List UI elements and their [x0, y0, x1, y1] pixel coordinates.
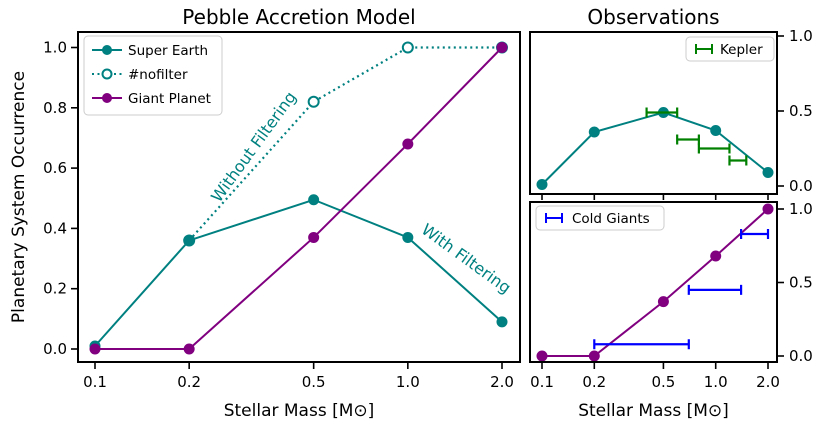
x-tick-label: 0.1	[530, 373, 554, 391]
data-point	[89, 343, 101, 355]
y-tick-label: 0.0	[789, 177, 813, 195]
data-point	[402, 138, 414, 150]
x-tick-label: 0.2	[582, 373, 606, 391]
data-point	[402, 231, 414, 243]
plot-frame	[77, 31, 521, 363]
y-tick-label: 1.0	[789, 200, 813, 218]
y-tick-label: 0.8	[43, 99, 67, 117]
x-tick-label: 0.5	[651, 373, 675, 391]
x-tick-label: 2.0	[756, 373, 780, 391]
x-tick-label: 1.0	[396, 373, 420, 391]
x-axis-label: Stellar Mass [M⊙]	[224, 401, 375, 421]
legend-box	[535, 205, 665, 231]
legend-label: Super Earth	[128, 43, 208, 59]
legend-label: Cold Giants	[572, 211, 650, 227]
y-tick-label: 0.0	[789, 347, 813, 365]
y-tick-label: 0.4	[43, 219, 67, 237]
legend-label: Giant Planet	[128, 91, 211, 107]
data-point	[762, 167, 774, 178]
plot-frame	[529, 201, 778, 363]
y-tick-label: 0.2	[43, 280, 67, 298]
data-point	[401, 41, 414, 54]
data-point	[496, 316, 508, 328]
y-tick-label: 1.0	[789, 27, 813, 45]
series-line	[542, 208, 769, 357]
data-point	[183, 234, 195, 246]
series-line	[541, 111, 769, 186]
data-point	[536, 179, 548, 190]
data-point	[183, 343, 195, 355]
legend-marker	[102, 45, 112, 55]
y-axis-label: Planetary System Occurrence	[9, 71, 29, 323]
kepler-panel: Observations 0.0 0.5 1.0 Kepler	[529, 5, 813, 200]
series-line	[94, 198, 503, 347]
x-axis-label: Stellar Mass [M⊙]	[578, 401, 729, 421]
data-point	[307, 95, 320, 108]
series-line	[188, 46, 502, 242]
main-panel: Pebble Accretion Model 0.1 0.2 0.5 1.0 2.0 0.0…	[9, 5, 521, 421]
x-tick-label: 2.0	[490, 373, 514, 391]
y-tick-label: 0.5	[789, 274, 813, 292]
data-point	[308, 231, 320, 243]
y-tick-label: 1.0	[43, 39, 67, 57]
chart-title: Observations	[587, 5, 719, 29]
legend-marker	[101, 68, 113, 80]
plot-frame	[529, 31, 778, 195]
data-point	[588, 350, 600, 362]
legend-box	[685, 36, 775, 62]
data-point	[536, 350, 548, 362]
x-tick-label: 0.5	[302, 373, 326, 391]
y-tick-label: 0.0	[43, 340, 67, 358]
legend-box	[83, 35, 223, 116]
y-tick-label: 0.5	[789, 102, 813, 120]
legend-label: Kepler	[720, 42, 763, 58]
data-point	[762, 203, 774, 215]
data-point	[588, 126, 600, 138]
x-tick-label: 1.0	[704, 373, 728, 391]
data-point	[496, 42, 508, 53]
cold-giants-panel: 0.1 0.2 0.5 1.0 2.0 0.0 0.5 1.0 Stellar Mass [M⊙…	[529, 200, 813, 421]
legend-marker	[102, 93, 112, 103]
x-tick-label: 0.1	[83, 373, 107, 391]
x-tick-label: 0.2	[177, 373, 201, 391]
data-point	[308, 194, 320, 206]
chart-title: Pebble Accretion Model	[182, 5, 415, 29]
data-point	[710, 250, 722, 262]
data-point	[710, 125, 722, 136]
legend-label: #nofilter	[128, 67, 188, 83]
y-tick-label: 0.6	[43, 159, 67, 177]
data-point	[657, 296, 669, 308]
